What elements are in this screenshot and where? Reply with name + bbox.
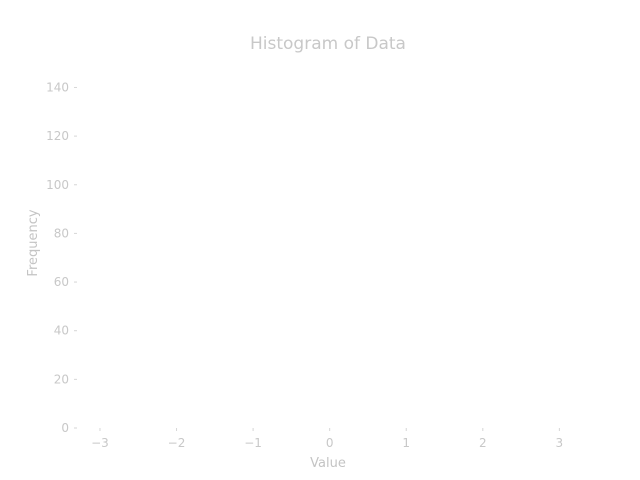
- x-tick-label: −3: [91, 436, 109, 450]
- y-tick-label: 0: [61, 421, 69, 435]
- x-axis-ticks: −3 −2 −1 0 1 2 3: [91, 428, 563, 450]
- y-axis-ticks: 0 20 40 60 80 100 120 140: [46, 80, 77, 435]
- x-tick-label: 3: [556, 436, 564, 450]
- x-tick-label: 0: [326, 436, 334, 450]
- x-tick-label: 1: [402, 436, 410, 450]
- y-tick-label: 120: [46, 129, 69, 143]
- x-tick-label: −1: [244, 436, 262, 450]
- y-tick-label: 100: [46, 178, 69, 192]
- y-axis-label: Frequency: [26, 209, 41, 276]
- y-tick-label: 40: [54, 324, 69, 338]
- chart-title: Histogram of Data: [250, 34, 406, 54]
- y-tick-label: 140: [46, 80, 69, 94]
- x-tick-label: 2: [479, 436, 487, 450]
- y-tick-label: 60: [54, 275, 69, 289]
- y-tick-label: 20: [54, 372, 69, 386]
- x-tick-label: −2: [168, 436, 186, 450]
- y-tick-label: 80: [54, 226, 69, 240]
- x-axis-label: Value: [310, 456, 346, 471]
